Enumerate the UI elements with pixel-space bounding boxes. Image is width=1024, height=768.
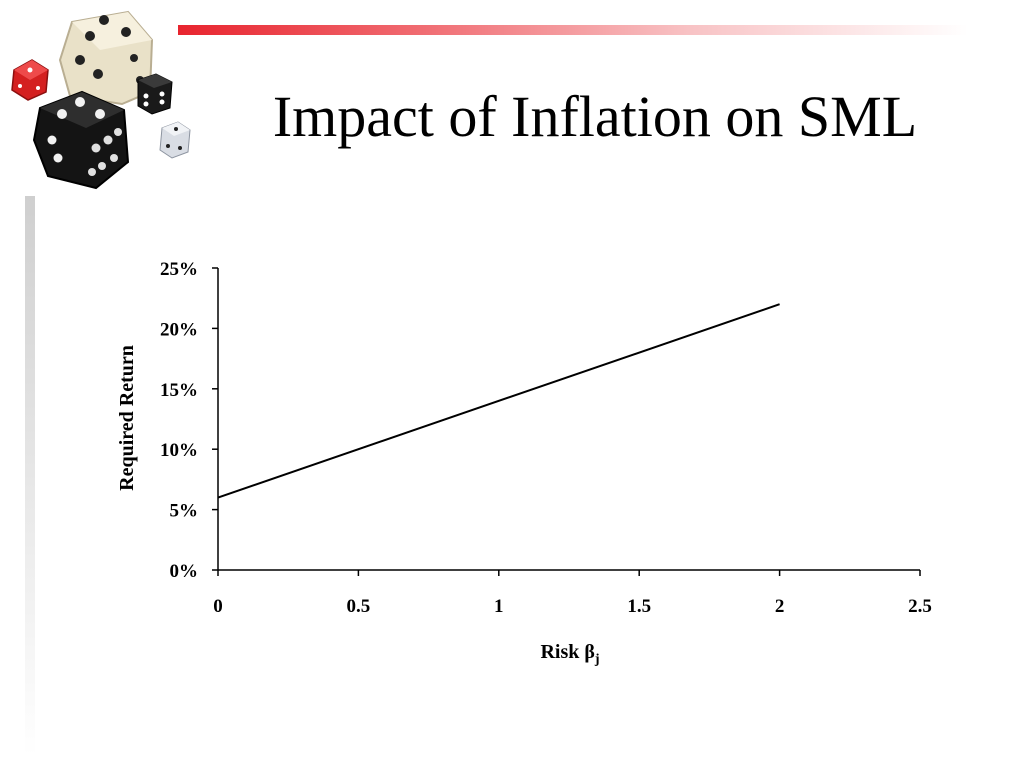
- series-lines: [217, 303, 780, 499]
- x-axis-title: Risk βj: [540, 641, 599, 667]
- y-tick-label: 25%: [160, 259, 198, 280]
- x-tick-label: 2: [775, 596, 785, 617]
- x-tick-label: 0.5: [347, 596, 371, 617]
- y-axis-title: Required Return: [116, 345, 138, 491]
- x-tick-label: 2.5: [908, 596, 932, 617]
- sml-series-line: [217, 303, 780, 499]
- x-axis-title-main: Risk: [540, 641, 584, 663]
- y-tick-label: 0%: [170, 561, 199, 582]
- tick-labels: 0% 5% 10% 15% 20% 25% 0 0.5 1 1.5 2 2.5: [160, 259, 932, 617]
- tick-marks: [212, 267, 921, 576]
- y-tick-label: 20%: [160, 319, 198, 340]
- y-tick-label: 15%: [160, 380, 198, 401]
- black-die-icon: [32, 90, 130, 190]
- cream-die-icon: [58, 10, 154, 106]
- x-tick-label: 1.5: [627, 596, 651, 617]
- axes: [217, 268, 920, 571]
- x-tick-label: 1: [494, 596, 504, 617]
- y-tick-label: 10%: [160, 440, 198, 461]
- title-accent-bar: [178, 25, 968, 35]
- small-white-die-icon: [159, 121, 191, 159]
- small-black-die-icon: [137, 73, 173, 115]
- red-die-icon: [11, 59, 49, 101]
- x-tick-label: 0: [213, 596, 223, 617]
- y-tick-label: 5%: [170, 501, 199, 522]
- page-title: Impact of Inflation on SML: [272, 84, 918, 149]
- x-axis-title-symbol: β: [584, 641, 595, 663]
- x-axis-title-subscript: j: [594, 652, 600, 667]
- side-accent-bar: [25, 196, 35, 756]
- dice-cluster-icon: [11, 10, 191, 190]
